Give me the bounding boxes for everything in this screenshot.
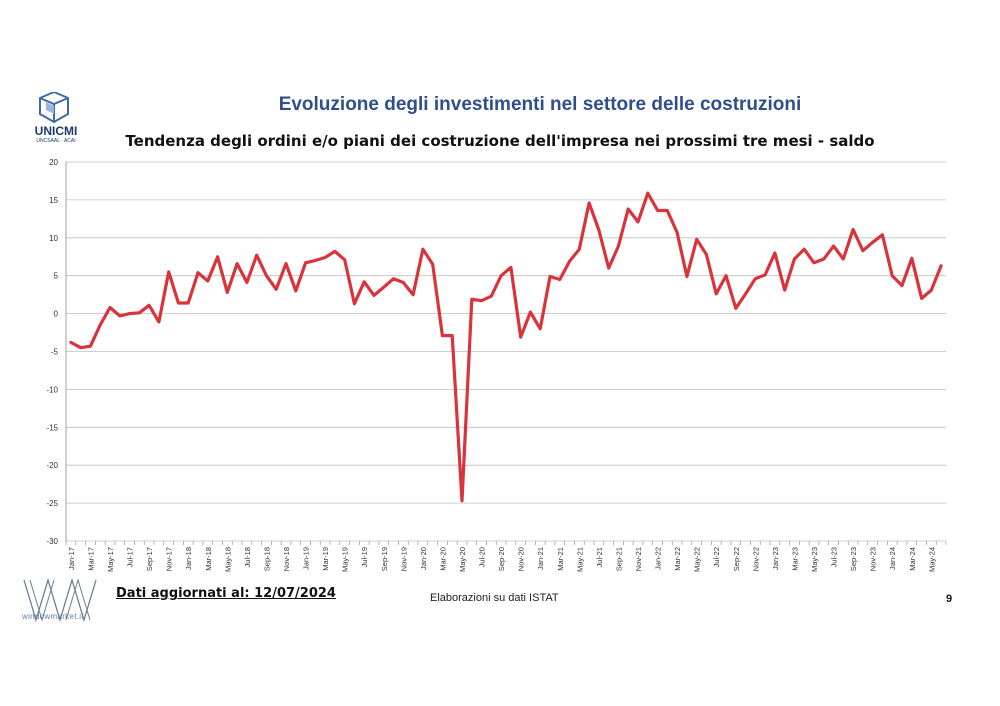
x-tick-label: Sep-23: [849, 547, 858, 571]
x-tick-label: May-22: [693, 547, 702, 572]
x-tick-label: May-24: [927, 547, 936, 572]
x-tick-label: May-19: [341, 547, 350, 572]
y-tick-label: -10: [46, 385, 58, 394]
x-tick-label: Jul-22: [712, 547, 721, 567]
x-tick-label: Mar-17: [86, 547, 95, 571]
x-tick-label: Jan-20: [419, 547, 428, 570]
y-tick-label: -25: [46, 499, 58, 508]
y-tick-label: -15: [46, 423, 58, 432]
x-tick-label: Jul-17: [126, 547, 135, 567]
x-tick-label: Sep-17: [145, 547, 154, 571]
x-tick-label: Jul-21: [595, 547, 604, 567]
x-tick-label: Nov-22: [751, 547, 760, 571]
series-line: [69, 191, 943, 503]
line-chart: 20 15 10 5 0 -5 -10 -15 -20 -25 -30 Jan-17 Mar-17 May…: [46, 158, 947, 572]
page-number: 9: [946, 593, 953, 605]
x-tick-label: Nov-23: [869, 547, 878, 571]
x-tick-label: Nov-17: [165, 547, 174, 571]
x-tick-label: Jan-17: [67, 547, 76, 570]
x-tick-label: Nov-19: [399, 547, 408, 571]
x-tick-label: Mar-20: [438, 547, 447, 571]
y-tick-label: -20: [46, 461, 58, 470]
x-tick-label: Jul-20: [478, 547, 487, 567]
x-tick-label: Mar-19: [321, 547, 330, 571]
x-tick-label: Sep-21: [614, 547, 623, 571]
y-tick-label: 15: [49, 196, 58, 205]
x-tick-label: Mar-23: [790, 547, 799, 571]
data-source: Elaborazioni su dati ISTAT: [430, 592, 559, 604]
logo-name: UNICMI: [34, 124, 78, 138]
chart-subtitle: Tendenza degli ordini e/o piani dei cost…: [125, 132, 875, 150]
x-tick-label: Mar-18: [204, 547, 213, 571]
x-tick-label: Jan-24: [888, 547, 897, 570]
x-tick-label: Nov-21: [634, 547, 643, 571]
x-tick-label: May-17: [106, 547, 115, 572]
x-tick-label: May-21: [575, 547, 584, 572]
x-tick-label: Jan-23: [771, 547, 780, 570]
y-tick-label: 0: [54, 310, 59, 319]
x-tick-label: Jul-18: [243, 547, 252, 567]
windowmarket-logo-icon: [23, 577, 97, 623]
page-title: Evoluzione degli investimenti nel settor…: [278, 94, 802, 115]
cube-logo-icon: [39, 92, 69, 124]
x-tick-label: Mar-22: [673, 547, 682, 571]
x-tick-label: Mar-21: [556, 547, 565, 571]
y-tick-label: 10: [49, 234, 58, 243]
x-tick-label: Jan-22: [654, 547, 663, 570]
y-tick-label: -5: [51, 348, 59, 357]
y-tick-label: 5: [54, 272, 59, 281]
y-tick-label: -30: [46, 537, 58, 546]
x-tick-label: Jul-19: [360, 547, 369, 567]
watermark-text: windowmarket.it: [22, 612, 84, 621]
logo-subtitle: UNCSAAL · ACAI: [36, 138, 76, 144]
x-tick-label: Jan-19: [302, 547, 311, 570]
x-tick-label: May-18: [223, 547, 232, 572]
y-tick-label: 20: [49, 158, 58, 167]
x-tick-label: May-20: [458, 547, 467, 572]
unicmi-logo: UNICMI UNCSAAL · ACAI: [26, 92, 86, 150]
x-tick-label: Jan-21: [536, 547, 545, 570]
x-tick-label: Nov-18: [282, 547, 291, 571]
x-tick-label: Mar-24: [908, 547, 917, 571]
x-tick-label: Sep-19: [380, 547, 389, 571]
x-tick-label: Nov-20: [517, 547, 526, 571]
update-date: Dati aggiornati al: 12/07/2024: [116, 586, 336, 601]
x-tick-label: Sep-18: [262, 547, 271, 571]
x-tick-label: Sep-20: [497, 547, 506, 571]
x-tick-label: Jan-18: [184, 547, 193, 570]
x-tick-label: May-23: [810, 547, 819, 572]
x-tick-label: Sep-22: [732, 547, 741, 571]
x-tick-label: Jul-23: [830, 547, 839, 567]
